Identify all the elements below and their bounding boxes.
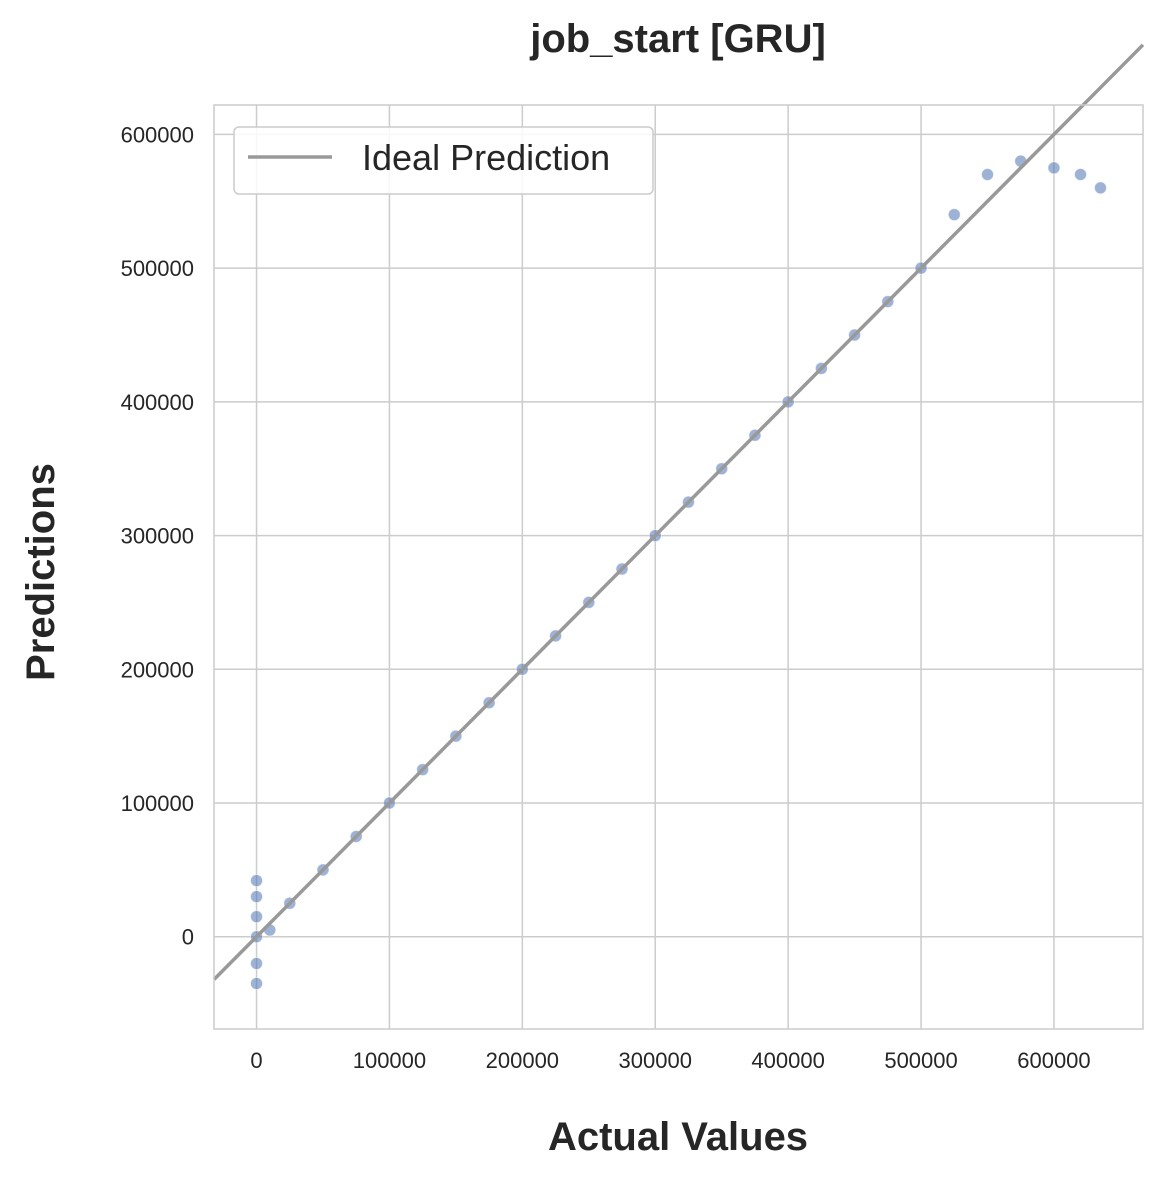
legend-label-ideal-prediction: Ideal Prediction [362, 137, 610, 178]
scatter-point [1093, 181, 1107, 195]
x-tick-label: 100000 [353, 1048, 426, 1073]
scatter-point [947, 208, 961, 222]
y-tick-label: 500000 [121, 256, 194, 281]
legend: Ideal Prediction [233, 126, 654, 195]
x-tick-label: 300000 [619, 1048, 692, 1073]
x-tick-label: 500000 [884, 1048, 957, 1073]
y-tick-label: 100000 [121, 791, 194, 816]
ideal-prediction-line [212, 43, 1145, 981]
scatter-point [1047, 161, 1061, 175]
x-tick-label: 600000 [1017, 1048, 1090, 1073]
scatter-point [981, 168, 995, 182]
chart-title: job_start [GRU] [529, 17, 826, 61]
y-tick-label: 0 [182, 925, 194, 950]
tick-layer: 0 100000 200000 300000 400000 500000 600000 0 10… [121, 122, 1091, 1073]
x-tick-label: 400000 [751, 1048, 824, 1073]
y-tick-label: 300000 [121, 524, 194, 549]
y-tick-label: 200000 [121, 657, 194, 682]
scatter-point [250, 910, 264, 924]
scatter-point [1074, 168, 1088, 182]
scatter-point [250, 874, 264, 888]
legend-box [233, 126, 654, 195]
scatter-point [250, 956, 264, 970]
x-tick-label: 200000 [486, 1048, 559, 1073]
scatter-point [250, 977, 264, 991]
y-axis-title: Predictions [19, 463, 63, 681]
y-tick-label: 400000 [121, 390, 194, 415]
x-axis-title: Actual Values [548, 1115, 808, 1159]
plot-frame [213, 104, 1144, 1030]
points-layer [250, 154, 1107, 991]
grid-layer [214, 105, 1143, 1029]
x-tick-label: 0 [250, 1048, 262, 1073]
line-layer [212, 43, 1145, 981]
y-tick-label: 600000 [121, 122, 194, 147]
scatter-point [250, 890, 264, 904]
